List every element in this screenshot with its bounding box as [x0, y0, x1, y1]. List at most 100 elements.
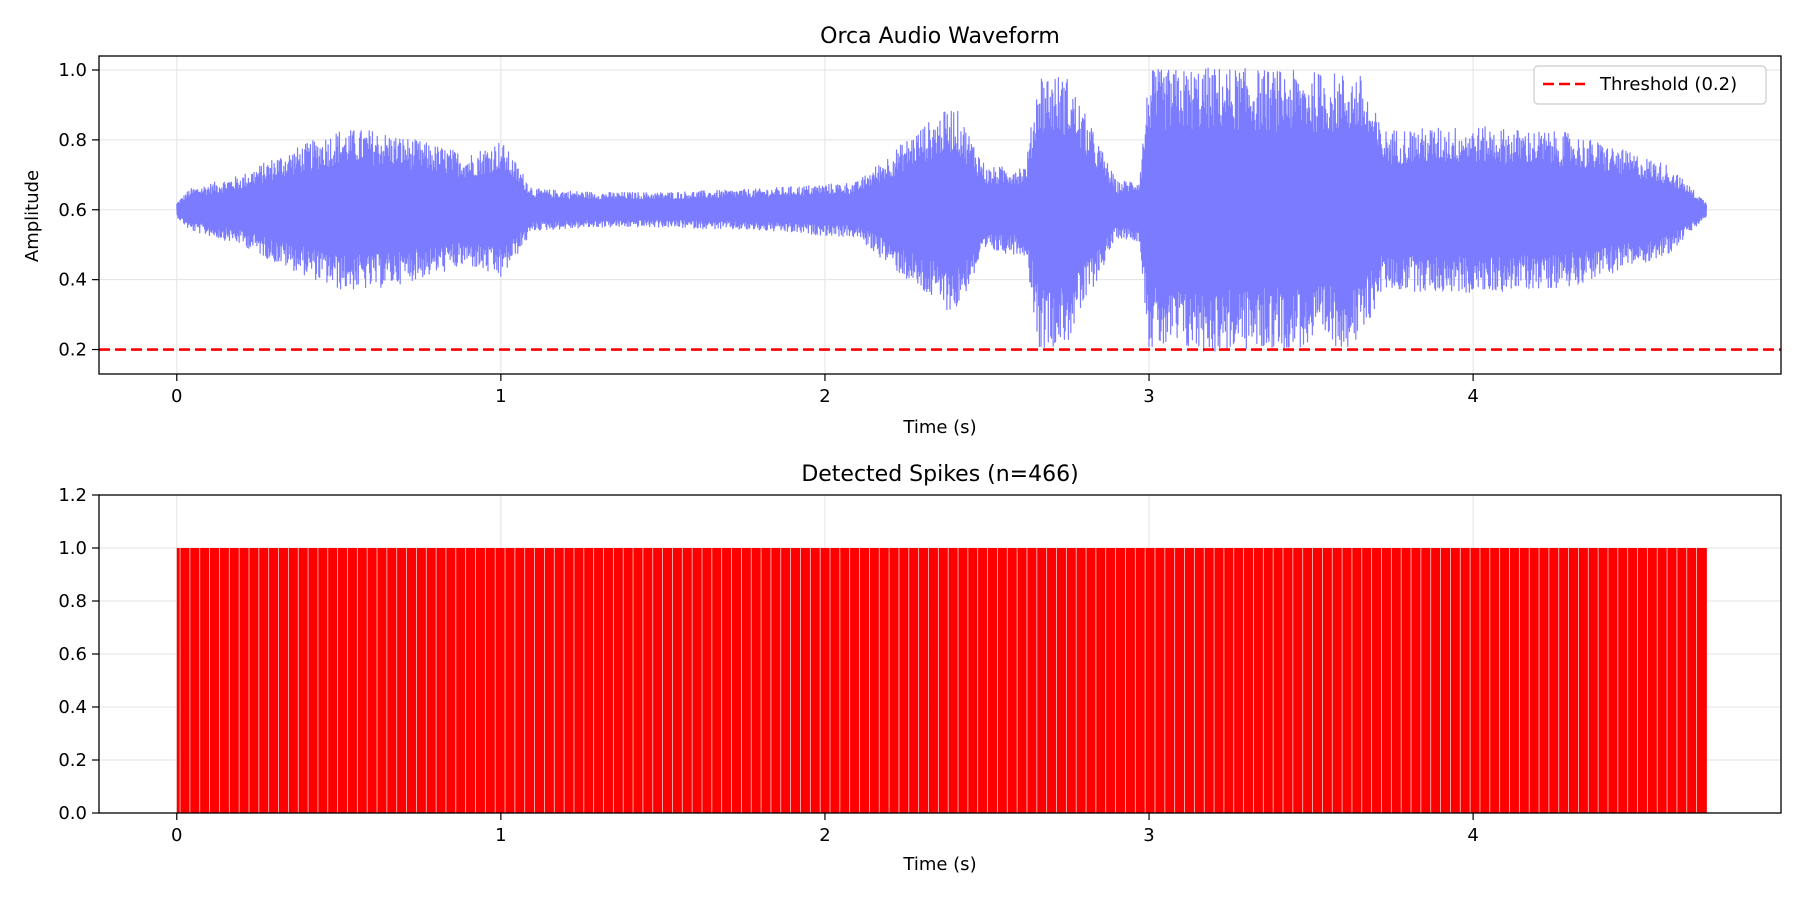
spike-bar: [695, 548, 700, 813]
spike-bar: [721, 548, 726, 813]
spike-bar: [1250, 548, 1254, 813]
spike-bar: [432, 548, 437, 813]
spike-bar: [226, 548, 230, 813]
spike-bar: [1476, 548, 1481, 813]
spike-x-axis: 0 1 2 3 4: [171, 813, 1479, 846]
spike-bar: [367, 548, 371, 813]
spike-bar: [1647, 548, 1652, 813]
spike-bar: [738, 548, 742, 813]
spike-bar: [1066, 548, 1071, 813]
spike-bar: [1502, 548, 1507, 813]
spike-bar: [1621, 548, 1625, 813]
spike-bar: [298, 548, 302, 813]
spike-y-tick-label: 1.0: [58, 538, 87, 559]
spike-bar: [754, 548, 759, 813]
spike-bar: [931, 548, 936, 813]
spike-bar: [1299, 548, 1304, 813]
spike-bar: [810, 548, 814, 813]
waveform-y-tick-label: 0.8: [58, 130, 87, 151]
spike-bar: [1585, 548, 1589, 813]
spike-bar: [1099, 548, 1103, 813]
spike-bar: [550, 548, 555, 813]
spike-bar: [780, 548, 785, 813]
spike-bar: [436, 548, 440, 813]
spike-bar: [751, 548, 755, 813]
spike-bar: [216, 548, 220, 813]
spike-bar: [285, 548, 289, 813]
waveform-y-tick-label: 1.0: [58, 60, 87, 81]
spike-bar: [1401, 548, 1405, 813]
spike-bar: [1023, 548, 1028, 813]
spike-x-tick-label: 2: [819, 825, 830, 846]
spike-bar: [511, 548, 516, 813]
spike-bar: [790, 548, 795, 813]
spike-bar: [304, 548, 309, 813]
spike-bar: [649, 548, 654, 813]
spike-bar: [1683, 548, 1688, 813]
spike-bar: [373, 548, 378, 813]
spike-bar: [570, 548, 575, 813]
spike-bar: [1197, 548, 1202, 813]
spike-bar: [1223, 548, 1228, 813]
spike-bar: [1614, 548, 1619, 813]
spike-bar: [416, 548, 421, 813]
spike-bar: [715, 548, 719, 813]
spike-bar: [1040, 548, 1044, 813]
spike-bar: [839, 548, 844, 813]
spike-bar: [1184, 548, 1189, 813]
spike-bar: [948, 548, 952, 813]
spike-bar: [1148, 548, 1153, 813]
spike-title: Detected Spikes (n=466): [801, 462, 1078, 487]
spike-bar: [281, 548, 286, 813]
spike-y-tick-label: 1.2: [58, 485, 87, 506]
spike-bar: [882, 548, 887, 813]
spike-x-tick-label: 1: [495, 825, 506, 846]
spike-bar: [1010, 548, 1015, 813]
spike-bar: [747, 548, 752, 813]
spike-bar: [314, 548, 319, 813]
spike-bar: [1630, 548, 1635, 813]
spike-bar: [629, 548, 634, 813]
waveform-x-tick-label: 0: [171, 386, 182, 407]
spike-bar: [360, 548, 365, 813]
spike-bar: [521, 548, 526, 813]
spike-bar: [1660, 548, 1665, 813]
spike-bar: [990, 548, 995, 813]
spike-bar: [524, 548, 529, 813]
spike-bar: [186, 548, 191, 813]
spike-bar: [485, 548, 490, 813]
spike-bar: [603, 548, 608, 813]
spike-bar: [1128, 548, 1133, 813]
spike-bar: [1237, 548, 1241, 813]
spike-bar: [544, 548, 549, 813]
waveform-chart: Orca Audio Waveform 0 1 2 3 4 0.2 0.4 0.6 0.8 1.…: [22, 24, 1782, 438]
spike-bar: [482, 548, 486, 813]
spike-bar: [183, 548, 188, 813]
spike-bar: [994, 548, 998, 813]
spike-bar: [1240, 548, 1245, 813]
spike-bar: [800, 548, 805, 813]
spike-bar: [265, 548, 270, 813]
spike-bar: [327, 548, 332, 813]
spike-bar: [1086, 548, 1090, 813]
spike-bar: [1118, 548, 1123, 813]
spike-bar: [944, 548, 949, 813]
spike-bar: [1171, 548, 1176, 813]
spike-bar: [1135, 548, 1139, 813]
spike-bar: [505, 548, 509, 813]
spike-bar: [639, 548, 644, 813]
spike-y-tick-label: 0.4: [58, 697, 87, 718]
waveform-x-tick-label: 3: [1143, 386, 1154, 407]
spike-bar: [610, 548, 614, 813]
spike-bar: [692, 548, 696, 813]
spike-bar: [846, 548, 851, 813]
spike-bar: [1670, 548, 1675, 813]
spike-bar: [1279, 548, 1284, 813]
spike-bar: [862, 548, 867, 813]
spike-bar: [311, 548, 316, 813]
spike-y-tick-label: 0.0: [58, 803, 87, 824]
spike-bar: [189, 548, 194, 813]
spike-bar: [1105, 548, 1110, 813]
spike-bar: [777, 548, 782, 813]
spike-bar: [1519, 548, 1524, 813]
